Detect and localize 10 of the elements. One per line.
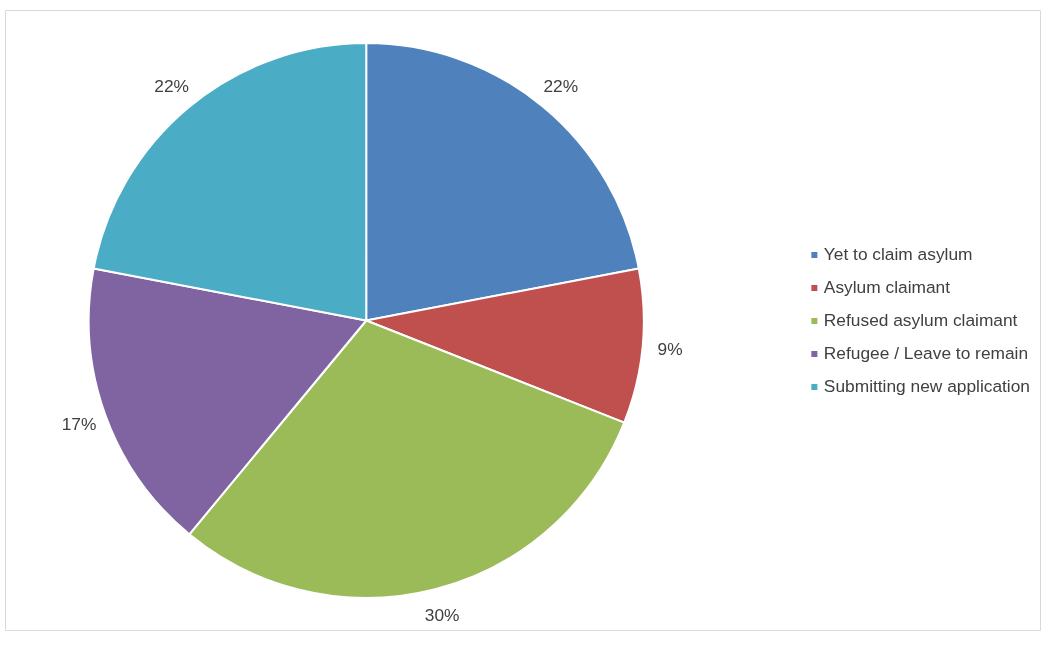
legend-label: Refugee / Leave to remain <box>823 342 1029 364</box>
data-label: 22% <box>154 75 190 96</box>
data-label: 30% <box>424 605 460 626</box>
legend-label: Submitting new application <box>823 375 1030 397</box>
legend-label: Yet to claim asylum <box>823 243 973 265</box>
data-label: 9% <box>657 339 683 360</box>
data-label: 22% <box>543 75 579 96</box>
data-label: 17% <box>61 413 97 434</box>
legend-label: Refused asylum claimant <box>823 309 1018 331</box>
legend-label: Asylum claimant <box>823 276 951 298</box>
